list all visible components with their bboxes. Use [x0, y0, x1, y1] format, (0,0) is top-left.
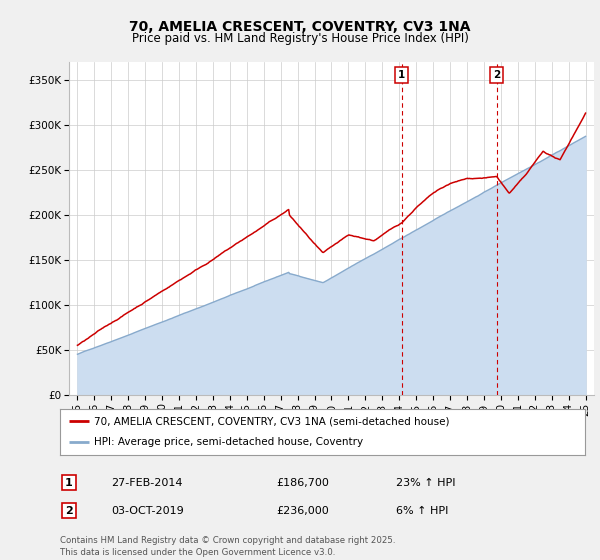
Text: 6% ↑ HPI: 6% ↑ HPI [396, 506, 448, 516]
Text: Price paid vs. HM Land Registry's House Price Index (HPI): Price paid vs. HM Land Registry's House … [131, 32, 469, 45]
Text: HPI: Average price, semi-detached house, Coventry: HPI: Average price, semi-detached house,… [94, 437, 363, 447]
Text: 1: 1 [65, 478, 73, 488]
Text: 23% ↑ HPI: 23% ↑ HPI [396, 478, 455, 488]
Text: 70, AMELIA CRESCENT, COVENTRY, CV3 1NA: 70, AMELIA CRESCENT, COVENTRY, CV3 1NA [129, 20, 471, 34]
Text: 70, AMELIA CRESCENT, COVENTRY, CV3 1NA (semi-detached house): 70, AMELIA CRESCENT, COVENTRY, CV3 1NA (… [94, 416, 449, 426]
Text: 27-FEB-2014: 27-FEB-2014 [111, 478, 182, 488]
Text: 1: 1 [398, 70, 406, 80]
Text: 2: 2 [65, 506, 73, 516]
Text: £186,700: £186,700 [276, 478, 329, 488]
Text: Contains HM Land Registry data © Crown copyright and database right 2025.
This d: Contains HM Land Registry data © Crown c… [60, 536, 395, 557]
Text: £236,000: £236,000 [276, 506, 329, 516]
Text: 2: 2 [493, 70, 500, 80]
Text: 03-OCT-2019: 03-OCT-2019 [111, 506, 184, 516]
